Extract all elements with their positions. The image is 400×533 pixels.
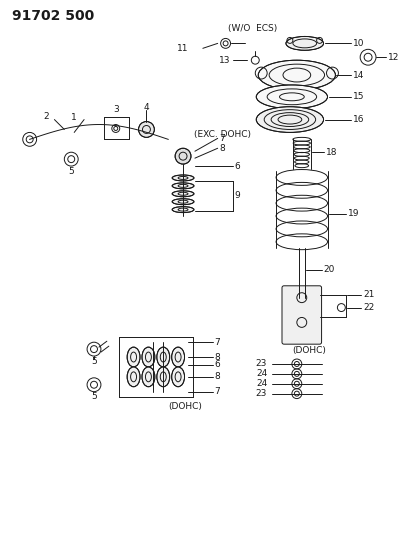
Text: 7: 7 [215, 387, 220, 396]
Ellipse shape [142, 367, 155, 387]
Text: 6: 6 [215, 360, 220, 369]
Ellipse shape [157, 347, 170, 367]
Text: 2: 2 [44, 112, 50, 121]
Ellipse shape [256, 85, 328, 109]
Ellipse shape [142, 347, 155, 367]
Ellipse shape [127, 347, 140, 367]
Ellipse shape [172, 207, 194, 213]
Text: 10: 10 [353, 39, 365, 48]
Text: 23: 23 [256, 359, 267, 368]
Text: 6: 6 [234, 161, 240, 171]
Text: 9: 9 [234, 191, 240, 200]
Text: 4: 4 [144, 103, 149, 112]
Ellipse shape [258, 60, 336, 90]
Text: 5: 5 [68, 166, 74, 175]
Text: 14: 14 [353, 70, 365, 79]
Text: (DOHC): (DOHC) [292, 345, 326, 354]
Text: 16: 16 [353, 115, 365, 124]
Text: 24: 24 [256, 369, 267, 378]
Ellipse shape [172, 199, 194, 205]
Text: 18: 18 [326, 148, 337, 157]
Text: 5: 5 [91, 392, 97, 401]
Text: 23: 23 [256, 389, 267, 398]
Circle shape [175, 148, 191, 164]
Text: 12: 12 [388, 53, 399, 62]
FancyBboxPatch shape [282, 286, 322, 344]
Text: 7: 7 [220, 134, 226, 143]
Text: 1: 1 [71, 113, 77, 122]
Text: 13: 13 [219, 55, 230, 64]
Text: 3: 3 [113, 105, 119, 114]
Ellipse shape [256, 107, 324, 132]
Text: 91702 500: 91702 500 [12, 9, 94, 23]
Text: 8: 8 [215, 373, 220, 381]
Text: 8: 8 [215, 352, 220, 361]
Text: 21: 21 [363, 290, 374, 299]
Text: 19: 19 [348, 209, 360, 218]
Text: (EXC. DOHC): (EXC. DOHC) [194, 130, 251, 139]
Ellipse shape [286, 36, 324, 50]
Text: 15: 15 [353, 92, 365, 101]
Text: 8: 8 [220, 144, 226, 153]
Text: 22: 22 [363, 303, 374, 312]
Text: (DOHC): (DOHC) [168, 402, 202, 411]
Text: 24: 24 [256, 379, 267, 388]
Text: 7: 7 [215, 338, 220, 346]
Ellipse shape [157, 367, 170, 387]
Ellipse shape [172, 347, 184, 367]
Ellipse shape [172, 367, 184, 387]
Ellipse shape [172, 191, 194, 197]
Ellipse shape [127, 367, 140, 387]
Text: 5: 5 [91, 358, 97, 367]
Ellipse shape [172, 175, 194, 181]
Text: (W/O  ECS): (W/O ECS) [228, 24, 277, 33]
Text: 11: 11 [176, 44, 188, 53]
Circle shape [138, 122, 154, 138]
Ellipse shape [172, 183, 194, 189]
Text: 20: 20 [324, 265, 335, 274]
